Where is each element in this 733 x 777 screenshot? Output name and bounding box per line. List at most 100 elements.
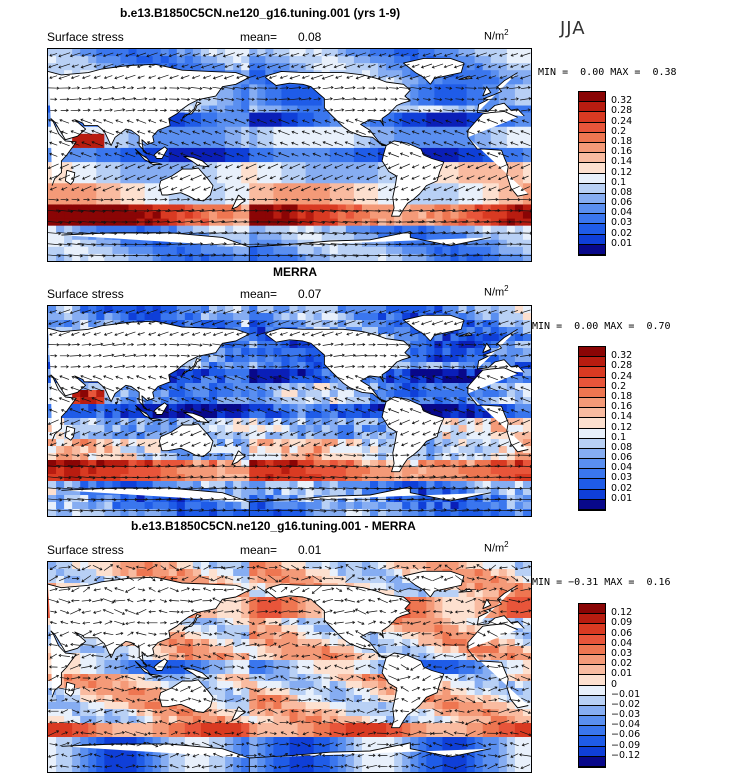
colorbar-label: 0.2 — [611, 125, 627, 137]
continents — [48, 314, 529, 516]
colorbar-label: 0.06 — [611, 197, 633, 209]
colorbar-label: 0.02 — [611, 482, 633, 494]
colorbar-swatch — [579, 695, 605, 706]
colorbar-label: 0.24 — [611, 115, 633, 127]
colorbar-label: 0.06 — [611, 627, 633, 639]
colorbar-label: −0.04 — [611, 719, 641, 731]
colorbar-swatch — [579, 244, 605, 255]
panel-3-mean: 0.01 — [298, 543, 322, 557]
colorbar-swatch — [579, 736, 605, 747]
colorbar-label: −0.12 — [611, 749, 641, 761]
colorbar-swatch — [579, 234, 605, 245]
panel-3-colorbar — [578, 603, 606, 768]
colorbar-label: 0.03 — [611, 217, 633, 229]
panel-2-minmax: MIN = 0.00 MAX = 0.70 — [532, 321, 671, 332]
panel-2-map — [47, 305, 532, 517]
colorbar-swatch — [579, 675, 605, 686]
colorbar-label: −0.01 — [611, 688, 641, 700]
colorbar-label: −0.03 — [611, 709, 641, 721]
colorbar-label: 0.09 — [611, 617, 633, 629]
colorbar-label: 0.32 — [611, 95, 633, 107]
colorbar-swatch — [579, 448, 605, 460]
colorbar-swatch — [579, 665, 605, 676]
colorbar-label: −0.09 — [611, 739, 641, 751]
colorbar-swatch — [579, 357, 605, 368]
colorbar-swatch — [579, 153, 605, 164]
panel-3-mean-label: mean= — [240, 543, 278, 557]
colorbar-label: 0.12 — [611, 166, 633, 178]
colorbar-label: 0.04 — [611, 637, 633, 649]
colorbar-label: 0.03 — [611, 647, 633, 659]
colorbar-label: 0.16 — [611, 146, 633, 158]
colorbar-label: 0.01 — [611, 492, 633, 504]
panel-1-mean: 0.08 — [298, 30, 322, 44]
colorbar-swatch — [579, 183, 605, 194]
colorbar-swatch — [579, 347, 605, 358]
colorbar-label: 0.12 — [611, 607, 633, 619]
panel-2-mean-label: mean= — [240, 287, 278, 301]
colorbar-swatch — [579, 173, 605, 184]
panel-1-mean-label: mean= — [240, 30, 278, 44]
colorbar-swatch — [579, 438, 605, 449]
colorbar-label: 0.01 — [611, 668, 633, 680]
colorbar-label: 0.02 — [611, 658, 633, 670]
colorbar-swatch — [579, 705, 605, 717]
colorbar-label: 0.08 — [611, 441, 633, 453]
colorbar-swatch — [579, 685, 605, 696]
colorbar-swatch — [579, 469, 605, 480]
colorbar-label: 0.04 — [611, 207, 633, 219]
colorbar-swatch — [579, 214, 605, 225]
panel-2-colorbar — [578, 346, 606, 511]
stress-vectors — [48, 564, 531, 770]
colorbar-label: 0.18 — [611, 390, 633, 402]
colorbar-swatch — [579, 367, 605, 378]
colorbar-swatch — [579, 634, 605, 645]
colorbar-swatch — [579, 397, 605, 409]
colorbar-swatch — [579, 604, 605, 615]
panel-1-unit: N/m2 — [484, 28, 509, 43]
panel-1-minmax: MIN = 0.00 MAX = 0.38 — [538, 67, 677, 78]
colorbar-label: 0.2 — [611, 380, 627, 392]
season-label: JJA — [560, 18, 586, 39]
panel-3-title: b.e13.B1850C5CN.ne120_g16.tuning.001 - M… — [131, 519, 416, 533]
colorbar-label: 0.28 — [611, 105, 633, 117]
stress-vectors — [48, 309, 531, 513]
panel-1-map — [47, 48, 532, 262]
colorbar-swatch — [579, 428, 605, 439]
colorbar-swatch — [579, 716, 605, 727]
colorbar-swatch — [579, 624, 605, 635]
colorbar-swatch — [579, 614, 605, 625]
colorbar-label: −0.02 — [611, 698, 641, 710]
colorbar-label: 0.04 — [611, 462, 633, 474]
panel-2-mean: 0.07 — [298, 287, 322, 301]
panel-2-unit: N/m2 — [484, 284, 509, 299]
colorbar-swatch — [579, 132, 605, 143]
colorbar-label: 0.28 — [611, 360, 633, 372]
colorbar-label: 0.32 — [611, 350, 633, 362]
panel-1-variable: Surface stress — [47, 30, 124, 44]
colorbar-label: 0.06 — [611, 452, 633, 464]
colorbar-label: 0 — [611, 678, 618, 690]
colorbar-swatch — [579, 377, 605, 388]
colorbar-label: 0.01 — [611, 237, 633, 249]
colorbar-label: 0.24 — [611, 370, 633, 382]
panel-2-title: MERRA — [273, 265, 317, 279]
colorbar-label: 0.12 — [611, 421, 633, 433]
colorbar-swatch — [579, 418, 605, 429]
colorbar-label: 0.08 — [611, 186, 633, 198]
colorbar-label: −0.06 — [611, 729, 641, 741]
colorbar-swatch — [579, 163, 605, 174]
colorbar-label: 0.18 — [611, 135, 633, 147]
colorbar-swatch — [579, 499, 605, 510]
colorbar-swatch — [579, 112, 605, 123]
colorbar-swatch — [579, 479, 605, 490]
colorbar-swatch — [579, 489, 605, 500]
colorbar-swatch — [579, 92, 605, 103]
colorbar-label: 0.1 — [611, 431, 627, 443]
panel-3-minmax: MIN = −0.31 MAX = 0.16 — [532, 577, 671, 588]
colorbar-swatch — [579, 644, 605, 655]
colorbar-swatch — [579, 224, 605, 235]
panel-1-title: b.e13.B1850C5CN.ne120_g16.tuning.001 (yr… — [120, 6, 401, 20]
colorbar-label: 0.03 — [611, 472, 633, 484]
colorbar-label: 0.16 — [611, 401, 633, 413]
